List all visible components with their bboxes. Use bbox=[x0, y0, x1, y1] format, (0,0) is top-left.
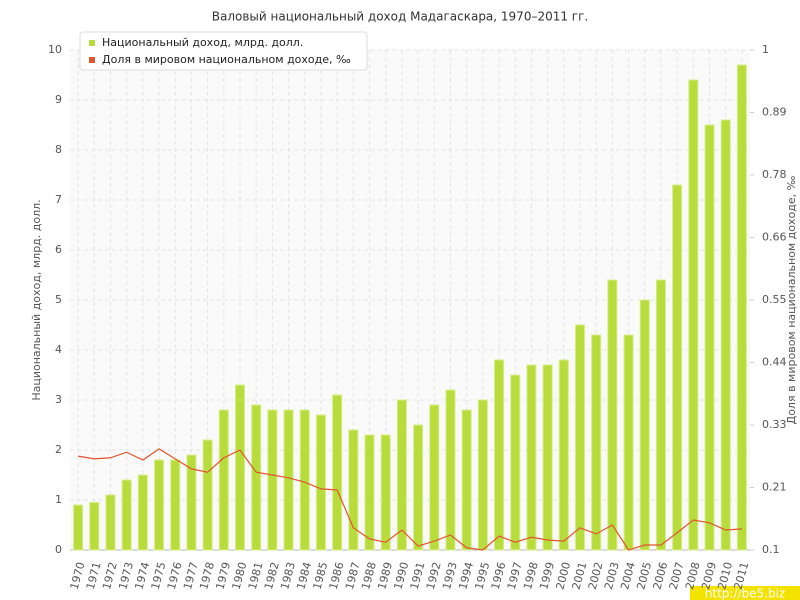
bar bbox=[413, 424, 424, 551]
y2-tick-label: 0.89 bbox=[762, 106, 787, 119]
bar bbox=[558, 359, 569, 551]
bar bbox=[591, 334, 602, 551]
bar bbox=[332, 394, 343, 551]
legend-swatch bbox=[89, 40, 95, 46]
y2-axis-title: Доля в мировом национальном доходе, ‰ bbox=[785, 175, 798, 424]
bar bbox=[429, 404, 440, 551]
y2-tick-label: 0.33 bbox=[762, 418, 787, 431]
bar bbox=[736, 64, 747, 551]
bar bbox=[105, 494, 116, 551]
bar bbox=[461, 409, 472, 551]
bar bbox=[494, 359, 505, 551]
legend-box bbox=[79, 31, 368, 71]
bar bbox=[283, 409, 294, 551]
line bbox=[77, 448, 742, 551]
y2-tick-label: 1 bbox=[762, 43, 769, 56]
bar bbox=[672, 184, 683, 551]
bar bbox=[445, 389, 456, 551]
y-tick-label: 0 bbox=[55, 543, 62, 556]
watermark: http://be5.biz bbox=[705, 587, 785, 600]
bar bbox=[396, 399, 407, 551]
bar bbox=[688, 79, 699, 551]
chart-title: Валовый национальный доход Мадагаскара, … bbox=[212, 10, 588, 24]
y-tick-label: 6 bbox=[55, 243, 62, 256]
y-axis-title: Национальный доход, млрд. долл. bbox=[30, 199, 43, 400]
bar bbox=[202, 439, 213, 551]
y2-tick-label: 0.1 bbox=[762, 543, 780, 556]
y2-tick-label: 0.21 bbox=[762, 481, 787, 494]
y-tick-label: 2 bbox=[55, 443, 62, 456]
bar bbox=[137, 474, 148, 551]
bar bbox=[510, 374, 521, 551]
y-tick-label: 7 bbox=[55, 193, 62, 206]
bar bbox=[251, 404, 262, 551]
bar bbox=[186, 454, 197, 551]
bar bbox=[299, 409, 310, 551]
bar bbox=[720, 119, 731, 551]
bar bbox=[89, 502, 100, 551]
legend-label: Национальный доход, млрд. долл. bbox=[102, 36, 303, 49]
bar bbox=[170, 459, 181, 551]
bar bbox=[574, 324, 586, 551]
bar bbox=[73, 504, 84, 551]
bar bbox=[234, 384, 246, 551]
bar bbox=[477, 399, 488, 551]
y-tick-label: 4 bbox=[55, 343, 62, 356]
y-tick-label: 1 bbox=[55, 493, 62, 506]
bar bbox=[526, 364, 537, 551]
bar bbox=[218, 409, 229, 551]
bar bbox=[154, 459, 165, 551]
bar bbox=[121, 479, 132, 551]
y2-tick-label: 0.78 bbox=[762, 168, 787, 181]
bar bbox=[542, 364, 553, 551]
bar bbox=[267, 409, 278, 551]
y2-tick-label: 0.66 bbox=[762, 231, 787, 244]
bar bbox=[655, 279, 666, 551]
y-tick-label: 10 bbox=[48, 43, 62, 56]
bar bbox=[348, 429, 359, 551]
y2-tick-label: 0.55 bbox=[762, 293, 787, 306]
legend-label: Доля в мировом национальном доходе, ‰ bbox=[102, 53, 351, 66]
y-tick-label: 5 bbox=[55, 293, 62, 306]
bar bbox=[607, 279, 618, 551]
y-tick-label: 9 bbox=[55, 93, 62, 106]
y2-tick-label: 0.44 bbox=[762, 356, 787, 369]
bar bbox=[639, 299, 650, 551]
bar bbox=[380, 434, 391, 551]
bar bbox=[704, 124, 715, 551]
legend-swatch bbox=[89, 57, 95, 63]
y-tick-label: 8 bbox=[55, 143, 62, 156]
bar bbox=[315, 414, 326, 551]
bar bbox=[364, 434, 375, 551]
bar bbox=[623, 334, 634, 551]
legend: Национальный доход, млрд. долл. Доля в ми… bbox=[79, 31, 368, 71]
watermark-bg bbox=[690, 586, 800, 600]
y-tick-label: 3 bbox=[55, 393, 62, 406]
